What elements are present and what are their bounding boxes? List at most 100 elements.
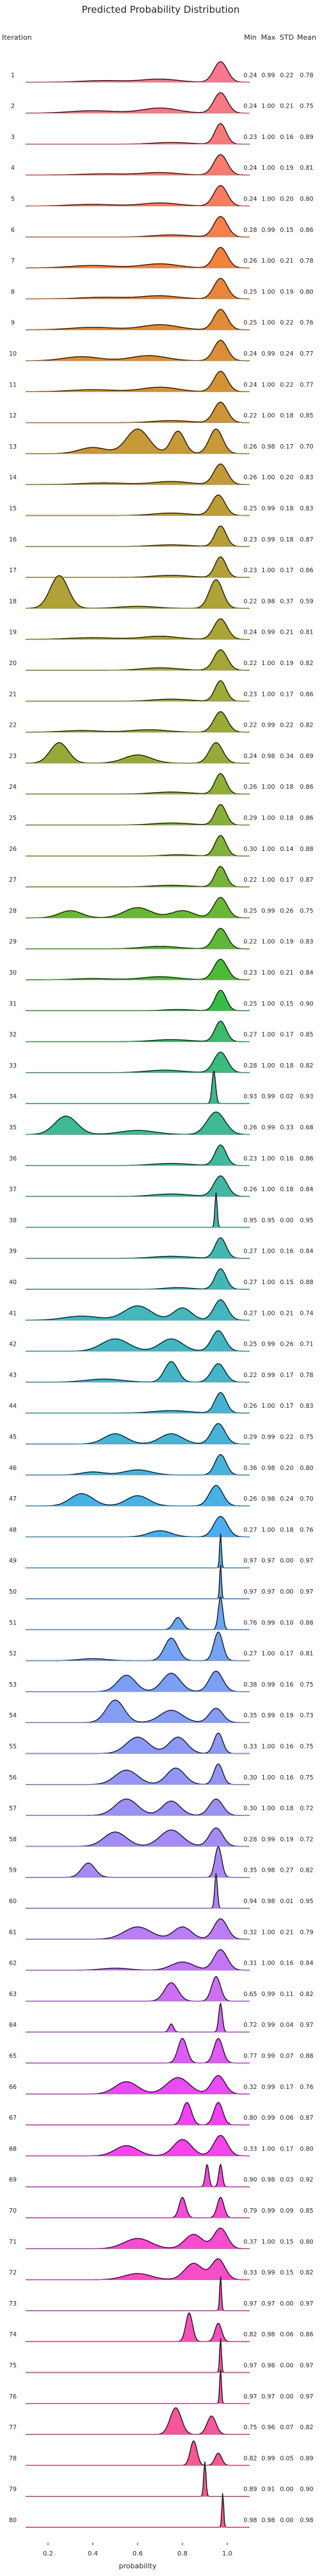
stat-max-26: 1.00: [261, 846, 275, 853]
stat-max-65: 0.99: [261, 2053, 275, 2060]
x-axis: 0.2 0.4 0.6 0.8 1.0: [43, 2543, 232, 2557]
stat-mean-50: 0.97: [300, 1589, 313, 1596]
stat-std-27: 0.17: [280, 877, 293, 884]
ridge-area-59: [26, 1847, 250, 1878]
row-label-6: 6: [11, 227, 15, 234]
stat-min-49: 0.97: [243, 1558, 257, 1565]
ridge-59: [26, 1846, 250, 1878]
ridge-58: [26, 1827, 250, 1847]
stat-max-77: 0.96: [261, 2424, 275, 2431]
stat-mean-80: 0.98: [300, 2517, 313, 2524]
stat-max-35: 0.99: [261, 1125, 275, 1132]
ridge-outline-10: [25, 340, 250, 361]
stat-mean-65: 0.88: [300, 2053, 313, 2060]
stat-mean-49: 0.97: [300, 1558, 313, 1565]
ridge-76: [26, 2369, 250, 2404]
stat-min-33: 0.28: [243, 1062, 257, 1069]
ridge-area-13: [26, 429, 250, 454]
stat-min-35: 0.26: [243, 1125, 257, 1132]
stat-std-31: 0.15: [280, 1000, 293, 1007]
row-label-24: 24: [9, 784, 17, 791]
stat-min-21: 0.23: [243, 691, 257, 698]
stat-mean-57: 0.72: [300, 1805, 313, 1812]
stat-max-37: 1.00: [261, 1186, 275, 1193]
stat-std-46: 0.20: [280, 1465, 293, 1472]
stat-min-63: 0.65: [243, 1991, 257, 1998]
ridge-area-33: [26, 1052, 250, 1073]
stat-max-24: 1.00: [261, 784, 275, 791]
row-label-61: 61: [9, 1929, 17, 1936]
row-label-59: 59: [9, 1867, 17, 1874]
stat-std-76: 0.00: [280, 2393, 293, 2400]
stat-min-17: 0.23: [243, 567, 257, 574]
ridge-outline-13: [26, 428, 250, 454]
stat-min-28: 0.25: [243, 907, 257, 914]
row-label-28: 28: [9, 907, 17, 914]
stat-std-5: 0.20: [280, 196, 293, 203]
stat-min-54: 0.35: [243, 1712, 257, 1719]
ridge-area-80: [26, 2493, 250, 2527]
stat-std-43: 0.17: [280, 1372, 293, 1379]
stat-mean-42: 0.71: [300, 1341, 313, 1348]
ridge-area-57: [26, 1799, 250, 1816]
row-label-45: 45: [9, 1434, 17, 1441]
ridge-outline-75: [26, 2338, 250, 2374]
stat-mean-79: 0.90: [300, 2486, 313, 2493]
stat-std-69: 0.03: [280, 2177, 293, 2184]
stat-mean-76: 0.97: [300, 2393, 313, 2400]
stat-mean-52: 0.81: [300, 1651, 313, 1658]
stat-min-24: 0.26: [243, 784, 257, 791]
ridge-53: [26, 1671, 250, 1692]
stat-mean-37: 0.84: [300, 1186, 313, 1193]
ridge-area-11: [26, 371, 250, 392]
row-label-44: 44: [9, 1403, 17, 1410]
ridge-outline-28: [26, 896, 250, 919]
ridge-area-74: [26, 2313, 250, 2342]
ridge-56: [26, 1763, 250, 1785]
stat-mean-31: 0.90: [300, 1000, 313, 1007]
stat-min-51: 0.76: [243, 1619, 257, 1626]
stat-max-55: 1.00: [261, 1744, 275, 1751]
ridge-14: [26, 463, 250, 485]
row-label-22: 22: [9, 722, 17, 729]
ridge-outline-18: [25, 575, 250, 609]
row-label-9: 9: [11, 320, 15, 327]
ridge-outline-41: [25, 1299, 250, 1321]
stat-mean-75: 0.97: [300, 2363, 313, 2370]
ridge-26: [26, 835, 250, 857]
stat-mean-9: 0.76: [300, 320, 313, 327]
stat-max-17: 1.00: [261, 567, 275, 574]
row-label-46: 46: [9, 1465, 17, 1472]
stat-max-49: 0.97: [261, 1558, 275, 1565]
ridge-area-42: [26, 1330, 250, 1351]
ridge-80: [26, 2493, 250, 2528]
ridge-79: [26, 2461, 250, 2497]
stat-min-68: 0.33: [243, 2145, 257, 2152]
stat-max-54: 0.99: [261, 1712, 275, 1719]
ridge-69: [26, 2163, 250, 2188]
stat-max-34: 0.99: [261, 1093, 275, 1100]
ridge-33: [26, 1052, 250, 1073]
stat-std-3: 0.16: [280, 134, 293, 141]
stat-std-2: 0.21: [280, 103, 293, 110]
stat-max-16: 0.99: [261, 536, 275, 543]
stat-max-38: 0.95: [261, 1217, 275, 1224]
stat-mean-69: 0.92: [300, 2177, 313, 2184]
stat-min-44: 0.26: [243, 1403, 257, 1410]
ridge-area-41: [26, 1300, 250, 1321]
ridge-outline-73: [26, 2276, 250, 2311]
stat-std-71: 0.15: [280, 2238, 293, 2245]
row-label-7: 7: [11, 258, 15, 265]
row-label-11: 11: [9, 381, 17, 388]
row-label-41: 41: [9, 1310, 17, 1317]
row-label-34: 34: [9, 1093, 17, 1100]
ridge-15: [26, 494, 250, 516]
stat-std-56: 0.16: [280, 1774, 293, 1781]
stat-std-21: 0.17: [280, 691, 293, 698]
stat-max-48: 1.00: [261, 1526, 275, 1533]
stat-mean-25: 0.86: [300, 815, 313, 822]
ridge-area-18: [26, 575, 250, 609]
row-label-14: 14: [9, 474, 17, 481]
ridge-70: [26, 2197, 250, 2218]
